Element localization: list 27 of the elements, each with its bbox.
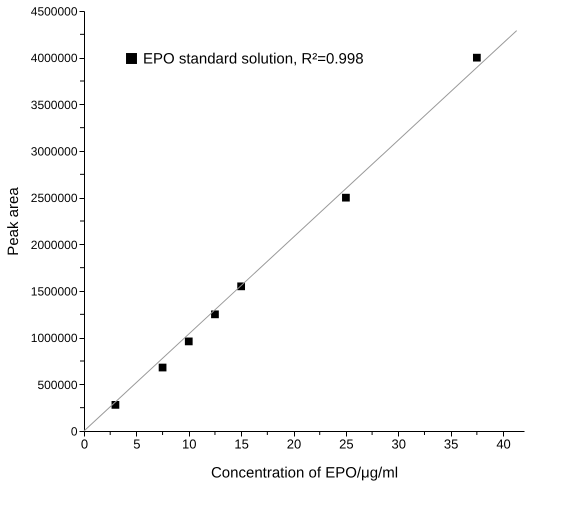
y-tick-label: 1000000 [30, 331, 78, 346]
point [342, 194, 350, 202]
y-tick-label: 2000000 [30, 238, 78, 252]
point [211, 310, 219, 318]
x-tick-label: 30 [392, 436, 406, 452]
y-tick-label: 1500000 [30, 284, 78, 298]
y-tick-label: 3000000 [30, 144, 78, 158]
y-tick-label: 4500000 [30, 4, 78, 18]
legend-label: EPO standard solution, R²=0.998 [143, 50, 364, 68]
point [184, 338, 193, 346]
y-axis-title: Peak area [4, 186, 22, 256]
x-axis-title: Concentration of EPO/μg/ml [210, 464, 398, 482]
x-tick-label: 40 [496, 436, 511, 452]
y-tick-label: 2500000 [30, 191, 78, 206]
x-tick-label: 10 [182, 436, 196, 452]
x-tick-label: 15 [234, 436, 249, 452]
x-tick-label: 0 [80, 436, 88, 452]
y-tick-label: 4000000 [30, 51, 78, 66]
x-tick-label: 25 [339, 436, 354, 452]
x-tick-label: 5 [133, 436, 140, 452]
point [158, 364, 166, 372]
point [472, 54, 481, 62]
x-tick-label: 20 [286, 436, 302, 452]
y-tick-label: 3500000 [30, 98, 78, 112]
y-tick-label: 0 [70, 424, 78, 438]
x-tick-label: 35 [444, 436, 458, 452]
y-tick-label: 500000 [37, 378, 78, 392]
